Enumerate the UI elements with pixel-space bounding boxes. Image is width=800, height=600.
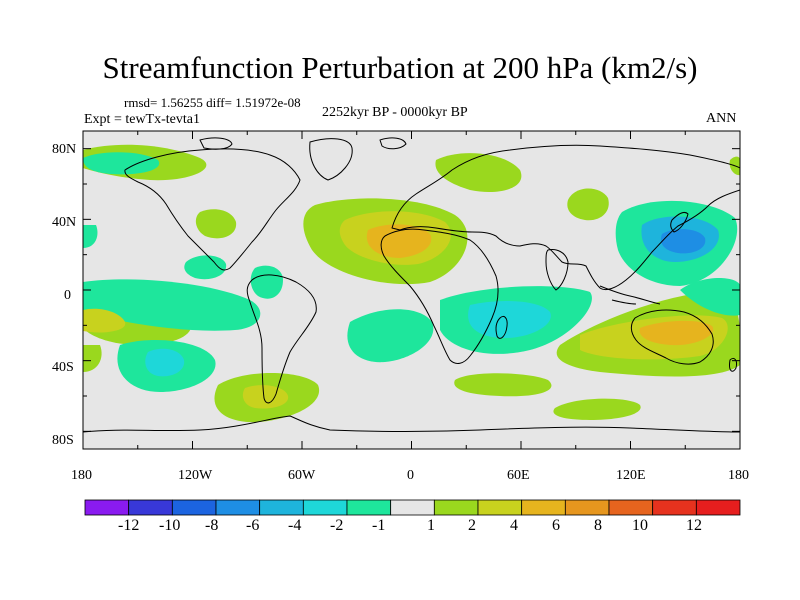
- season-label: ANN: [706, 111, 737, 126]
- colorbar-swatch: [390, 499, 435, 516]
- lon-label: 60E: [507, 468, 530, 483]
- colorbar-swatch: [608, 499, 654, 516]
- new-zealand-coastline: [729, 357, 737, 372]
- diff-label: diff=: [206, 95, 232, 110]
- north-atlantic-negative: [83, 152, 160, 175]
- west-pacific-negative: [83, 225, 98, 248]
- antarctica-coastline: [83, 415, 740, 433]
- colorbar-swatch: [84, 499, 130, 516]
- africa-coastline: [380, 228, 499, 364]
- southern-ocean-east-positive: [553, 398, 641, 420]
- lat-label: 40S: [52, 360, 74, 375]
- greenland-coastline: [309, 138, 353, 181]
- india-coastline: [545, 249, 569, 291]
- lon-label: 180: [71, 468, 92, 483]
- positive-field-strong: [366, 224, 714, 346]
- south-atlantic-negative: [347, 309, 434, 363]
- statistics-line: rmsd= 1.56255 diff= 1.51972e-08: [124, 95, 301, 111]
- colorbar-swatch: [433, 499, 479, 516]
- axis-ticks: [82, 131, 741, 449]
- colorbar-swatch: [302, 499, 348, 516]
- rmsd-value: 1.56255: [160, 95, 203, 110]
- colorbar-label: -10: [159, 517, 181, 534]
- eurasia-coastline: [391, 144, 740, 291]
- central-america-negative: [250, 265, 283, 299]
- colorbar-label: -4: [288, 517, 302, 534]
- tasman-positive: [454, 373, 552, 397]
- colorbar-swatch: [564, 499, 610, 516]
- southeast-pacific-negative-core: [145, 348, 185, 377]
- caribbean-negative: [184, 255, 227, 280]
- period-label: 2252kyr BP - 0000kyr BP: [322, 105, 468, 120]
- gulf-positive: [195, 209, 237, 239]
- rmsd-label: rmsd=: [124, 95, 158, 110]
- colorbar-label: 8: [594, 517, 602, 534]
- north-atlantic-positive: [435, 153, 522, 192]
- south-america-coastline: [246, 274, 317, 404]
- colorbar-label: -12: [118, 517, 140, 534]
- colorbar-label: 4: [510, 517, 518, 534]
- lat-label: 0: [64, 288, 71, 303]
- colorbar-swatch: [128, 499, 173, 516]
- southern-ocean-negative: [680, 278, 740, 316]
- southern-ocean-west-positive: [83, 345, 102, 372]
- lon-label: 0: [407, 468, 414, 483]
- tropical-pacific-positive: [83, 308, 126, 333]
- australia-positive-core: [639, 320, 714, 346]
- colorbar-label: 1: [427, 517, 435, 534]
- colorbar-swatch: [346, 499, 392, 516]
- colorbar-swatch: [477, 499, 523, 516]
- lon-label: 180: [728, 468, 749, 483]
- madagascar-coastline: [495, 315, 508, 339]
- colorbar-swatch: [652, 499, 697, 516]
- japan-coastline: [670, 211, 689, 233]
- colorbar: [84, 499, 741, 516]
- experiment-label: Expt = tewTx-tevta1: [84, 112, 200, 127]
- colorbar-label: 6: [552, 517, 560, 534]
- colorbar-swatch: [215, 499, 261, 516]
- diff-value: 1.51972e-08: [235, 95, 301, 110]
- lon-label: 120E: [616, 468, 646, 483]
- tropical-pacific-negative: [83, 279, 261, 331]
- madagascar-negative-core: [468, 300, 551, 338]
- colorbar-label: -2: [330, 517, 344, 534]
- page-title: Streamfunction Perturbation at 200 hPa (…: [102, 50, 698, 85]
- colorbar-swatch: [695, 499, 741, 516]
- lat-label: 40N: [52, 215, 77, 230]
- australia-coastline: [630, 309, 714, 365]
- lat-label: 80S: [52, 433, 74, 448]
- lon-label: 120W: [178, 468, 213, 483]
- north-america-coastline: [124, 148, 301, 271]
- colorbar-label: 2: [468, 517, 476, 534]
- colorbar-swatch: [171, 499, 217, 516]
- lat-label: 80N: [52, 142, 77, 157]
- colorbar-label: 10: [632, 517, 648, 534]
- indonesia-coastline: [599, 285, 661, 305]
- colorbar-label: -6: [246, 517, 260, 534]
- colorbar-label: -8: [205, 517, 219, 534]
- colorbar-swatch: [259, 499, 304, 516]
- sahara-positive-core: [366, 224, 432, 258]
- coastlines: [83, 137, 740, 433]
- japan-negative-core: [660, 229, 706, 254]
- north-pacific-east-positive: [567, 188, 609, 221]
- colorbar-label: -1: [372, 517, 386, 534]
- arctic-islands-coastline: [199, 137, 407, 150]
- colorbar-swatch: [521, 499, 566, 516]
- lon-label: 60W: [288, 468, 316, 483]
- colorbar-label: 12: [686, 517, 702, 534]
